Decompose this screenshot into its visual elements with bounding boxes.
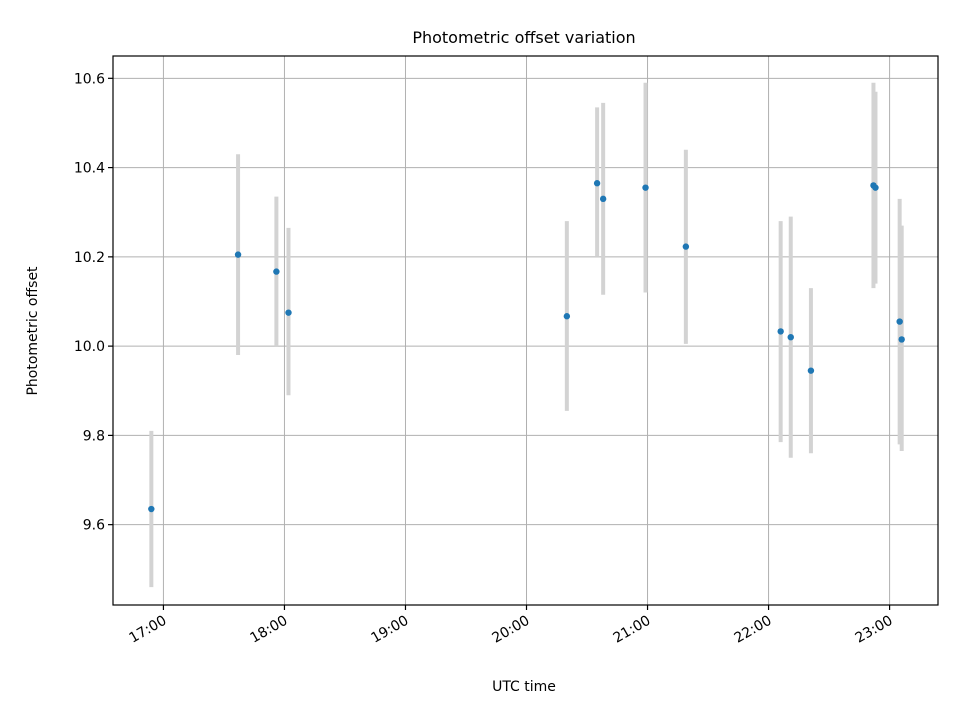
x-axis-ticks: 17:00 18:00 19:00 20:00 21:00 22:00 23:00 [126,605,896,647]
data-point [787,333,794,341]
data-point [285,309,292,316]
y-tick-label: 10.6 [74,71,105,87]
x-tick-label: 18:00 [248,613,291,647]
data-point [234,251,242,258]
data-point [872,184,879,191]
data-point [898,336,905,343]
plot-frame [112,55,939,606]
data-point [777,328,784,335]
data-point [273,268,280,275]
y-tick-label: 10.0 [74,339,105,355]
data-point [896,318,903,325]
data-point [599,195,607,203]
data-point [807,367,815,374]
x-tick-label: 22:00 [732,613,775,647]
x-tick-label: 20:00 [490,613,533,647]
data-point [682,243,690,250]
y-axis-label: Photometric offset [25,266,41,396]
data-point [642,184,649,191]
data-point [148,505,155,513]
y-axis-ticks: 9.6 9.8 10.0 10.2 10.4 10.6 [74,71,113,534]
y-tick-label: 9.6 [83,518,105,534]
data-point [593,180,601,187]
y-tick-label: 9.8 [83,428,105,444]
y-tick-label: 10.2 [74,250,105,266]
grid-lines [113,56,938,605]
x-axis-label: UTC time [492,679,556,695]
chart-title: Photometric offset variation [412,28,635,47]
data-points [148,180,905,513]
x-tick-label: 21:00 [611,613,654,647]
y-tick-label: 10.4 [74,161,105,177]
data-point [563,313,571,320]
x-tick-label: 23:00 [853,613,896,647]
x-tick-label: 19:00 [369,613,412,647]
x-tick-label: 17:00 [126,613,169,647]
